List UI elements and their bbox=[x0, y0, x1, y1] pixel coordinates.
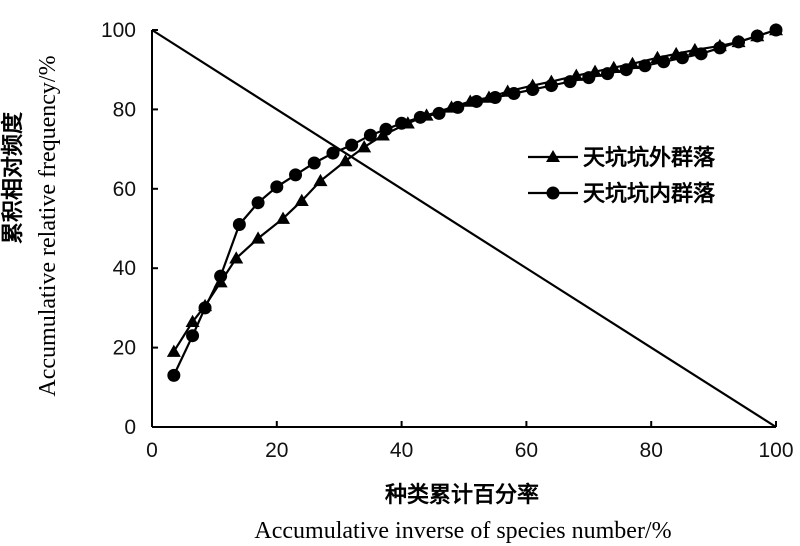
data-point-triangle bbox=[313, 173, 328, 187]
data-point-triangle bbox=[338, 154, 353, 167]
data-point-triangle bbox=[294, 193, 309, 206]
legend-marker-circle bbox=[546, 186, 560, 200]
y-axis-ticks: 0 20 40 60 80 100 bbox=[101, 19, 158, 439]
data-point-circle bbox=[657, 55, 671, 69]
data-point-circle bbox=[395, 116, 409, 130]
legend-label-outside: 天坑坑外群落 bbox=[583, 145, 716, 171]
x-tick-label: 100 bbox=[758, 439, 793, 462]
data-point-circle bbox=[638, 59, 652, 73]
data-point-circle bbox=[251, 196, 265, 210]
data-point-circle bbox=[167, 368, 181, 382]
data-point-circle bbox=[270, 180, 284, 194]
data-point-circle bbox=[488, 90, 502, 104]
data-point-triangle bbox=[251, 231, 266, 244]
x-axis-ticks: 0 20 40 60 80 100 bbox=[146, 421, 794, 462]
y-tick-label: 40 bbox=[113, 257, 136, 280]
data-point-triangle bbox=[229, 251, 244, 264]
legend-marker-triangle bbox=[546, 150, 560, 162]
data-point-circle bbox=[601, 67, 615, 81]
legend: 天坑坑外群落 天坑坑内群落 bbox=[528, 145, 716, 207]
y-tick-label: 20 bbox=[113, 337, 136, 360]
data-point-triangle bbox=[185, 314, 200, 328]
chart-axes bbox=[151, 30, 776, 428]
x-tick-label: 0 bbox=[146, 439, 158, 462]
x-axis-title-cn: 种类累计百分率 bbox=[385, 482, 539, 508]
data-point-circle bbox=[432, 106, 446, 120]
data-point-circle bbox=[363, 128, 377, 142]
x-tick-label: 40 bbox=[390, 439, 413, 462]
series-inside bbox=[167, 23, 783, 382]
data-point-circle bbox=[750, 29, 764, 43]
data-point-circle bbox=[563, 75, 577, 89]
y-axis-title-cn: 累积相对频度 bbox=[0, 111, 26, 244]
data-point-circle bbox=[232, 218, 246, 232]
data-point-circle bbox=[582, 71, 596, 85]
data-point-circle bbox=[214, 269, 228, 283]
data-point-circle bbox=[413, 110, 427, 124]
data-point-circle bbox=[675, 51, 689, 65]
data-point-circle bbox=[713, 41, 727, 55]
data-point-circle bbox=[694, 47, 708, 61]
x-tick-label: 20 bbox=[265, 439, 288, 462]
y-tick-label: 60 bbox=[113, 178, 136, 201]
data-point-circle bbox=[732, 35, 746, 49]
y-tick-label: 0 bbox=[124, 416, 136, 439]
series-line bbox=[172, 28, 777, 376]
data-point-circle bbox=[526, 83, 540, 97]
data-point-circle bbox=[769, 23, 783, 37]
legend-label-inside: 天坑坑内群落 bbox=[583, 181, 716, 207]
data-point-circle bbox=[326, 146, 340, 160]
series-diagonal bbox=[151, 29, 777, 428]
x-tick-label: 60 bbox=[515, 439, 538, 462]
data-point-circle bbox=[345, 138, 359, 152]
data-point-circle bbox=[619, 63, 633, 77]
data-point-circle bbox=[289, 168, 303, 182]
y-axis-title-en: Accumulative relative frequency/% bbox=[35, 55, 61, 396]
data-point-circle bbox=[507, 87, 521, 101]
data-point-circle bbox=[451, 100, 465, 114]
data-point-triangle bbox=[276, 211, 291, 224]
data-point-circle bbox=[544, 79, 558, 93]
data-point-circle bbox=[469, 94, 483, 108]
data-point-circle bbox=[186, 329, 200, 343]
data-point-circle bbox=[379, 122, 393, 136]
data-point-circle bbox=[198, 301, 212, 315]
y-tick-label: 100 bbox=[101, 19, 136, 42]
data-point-triangle bbox=[357, 140, 372, 153]
data-point-circle bbox=[307, 156, 321, 170]
series-line bbox=[151, 29, 777, 428]
x-axis-title-en: Accumulative inverse of species number/% bbox=[254, 518, 671, 544]
data-point-triangle bbox=[166, 344, 181, 357]
y-tick-label: 80 bbox=[113, 98, 136, 121]
series-layer bbox=[151, 23, 783, 428]
x-tick-label: 80 bbox=[640, 439, 663, 462]
